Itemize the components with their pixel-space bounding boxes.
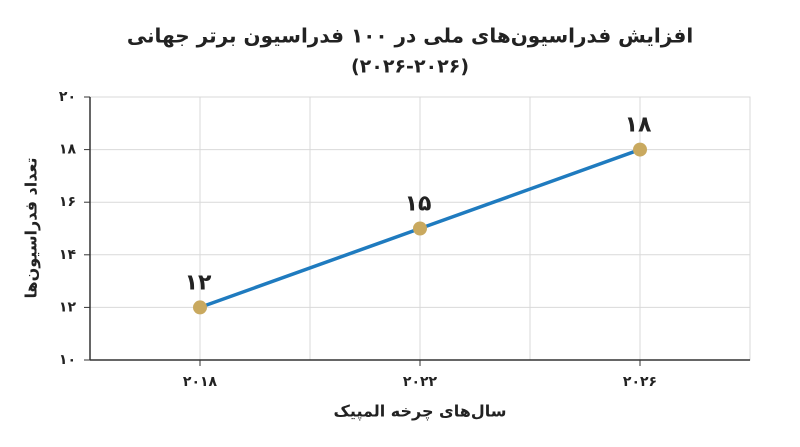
data-label: ۱۸ <box>625 113 652 138</box>
y-tick-label: ۱۰ <box>59 352 76 368</box>
x-tick-label: ۲۰۱۸ <box>183 374 218 390</box>
y-axis-label: تعداد فدراسیون‌ها <box>22 157 41 298</box>
chart-title: افزایش فدراسیون‌های ملی در ۱۰۰ فدراسیون … <box>127 24 693 48</box>
y-tick-label: ۲۰ <box>59 89 76 105</box>
x-tick-label: ۲۰۲۲ <box>403 374 438 390</box>
y-tick-label: ۱۴ <box>59 247 77 263</box>
y-tick-label: ۱۸ <box>59 142 77 158</box>
data-label: ۱۵ <box>405 192 432 217</box>
data-point <box>413 221 427 236</box>
y-tick-label: ۱۶ <box>59 194 76 210</box>
data-point <box>193 300 207 315</box>
y-tick-label: ۱۲ <box>59 299 77 315</box>
x-axis-label: سال‌های چرخه المپیک <box>334 402 507 422</box>
x-tick-label: ۲۰۲۶ <box>623 374 657 390</box>
chart-subtitle: (۲۰۲۶-۲۰۲۶) <box>351 56 469 78</box>
data-point <box>633 142 647 157</box>
data-label: ۱۲ <box>185 270 212 295</box>
